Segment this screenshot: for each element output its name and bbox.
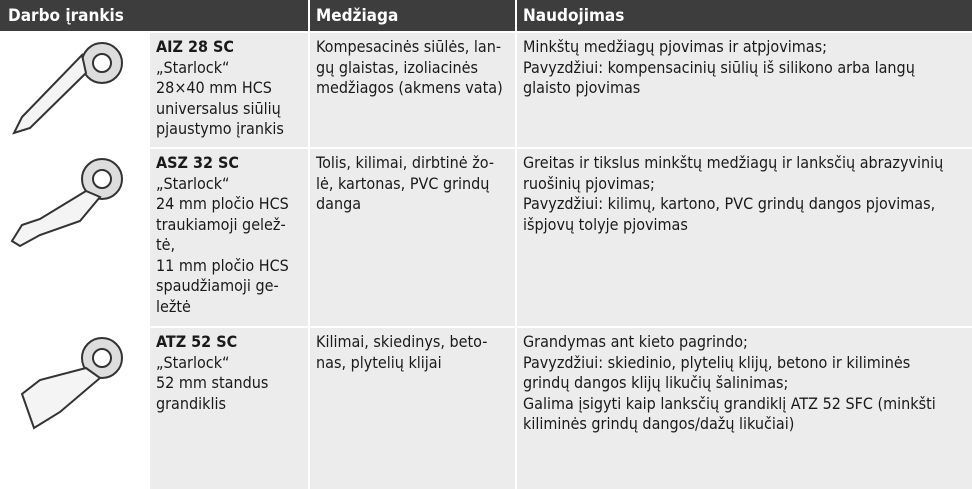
- material-text: gų glaistas, izoliacinės: [316, 57, 478, 77]
- tool-description: 28×40 mm HCS: [156, 78, 272, 97]
- tool-description: 52 mm standus: [156, 373, 269, 392]
- tool-description: 11 mm pločio HCS: [156, 255, 289, 275]
- material-cell: Kilimai, skiedinys, beto-nas, plytelių k…: [310, 328, 515, 489]
- material-text: Kilimai, skiedinys, beto-: [316, 332, 488, 351]
- tool-name: AIZ 28 SC: [156, 37, 234, 56]
- tool-name: ATZ 52 SC: [156, 332, 238, 351]
- tool-name: ASZ 32 SC: [156, 153, 239, 172]
- usage-cell: Greitas ir tikslus minkštų medžiagų ir l…: [517, 149, 972, 326]
- header-cell: [517, 0, 972, 31]
- material-text: lė, kartonas, PVC grindų: [316, 173, 490, 193]
- usage-cell: Minkštų medžiagų pjovimas ir atpjovimas;…: [517, 33, 972, 147]
- material-text: nas, plytelių klijai: [316, 352, 442, 372]
- tool-description: tė,: [156, 235, 176, 254]
- material-cell: Kompesacinės siūlės, lan-gų glaistas, iz…: [310, 33, 515, 147]
- usage-text: grindų dangos klijų likučių šalinimas;: [523, 373, 789, 392]
- tool-description: 24 mm pločio HCS: [156, 194, 289, 213]
- header-cell: [310, 0, 515, 31]
- tool-description: traukiamoji gelež-: [156, 214, 286, 234]
- tool-description: „Starlock“: [156, 352, 230, 372]
- usage-text: Grandymas ant kieto pagrindo;: [523, 332, 748, 351]
- tool-cell: ATZ 52 SC „Starlock“ 52 mm standus grandikl…: [150, 328, 308, 489]
- material-text: Kompesacinės siūlės, lan-: [316, 37, 502, 56]
- tool-cell: AIZ 28 SC „Starlock“ 28×40 mm HCS universal…: [150, 33, 308, 147]
- usage-text: Pavyzdžiui: kompensacinių siūlių iš sili…: [523, 57, 915, 77]
- tool-image: [12, 42, 123, 135]
- header-tool: Darbo įrankis: [8, 6, 124, 26]
- usage-text: Minkštų medžiagų pjovimas ir atpjovimas;: [523, 37, 827, 56]
- usage-text: išpjovų tolyje pjovimas: [523, 214, 688, 234]
- tool-description: „Starlock“: [156, 173, 230, 193]
- tool-description: „Starlock“: [156, 57, 230, 77]
- usage-text: glaisto pjovimas: [523, 78, 641, 97]
- usage-text: ruošinių pjovimas;: [523, 173, 655, 193]
- usage-text: Pavyzdžiui: skiedinio, plytelių klijų, b…: [523, 352, 911, 372]
- header-cell: [0, 0, 308, 31]
- usage-text: Pavyzdžiui: kilimų, kartono, PVC grindų …: [523, 194, 936, 213]
- tool-description: pjaustymo įrankis: [156, 119, 284, 138]
- tool-description: grandiklis: [156, 393, 226, 413]
- tool-image: [20, 337, 123, 430]
- material-text: Tolis, kilimai, dirbtinė žo-: [316, 153, 495, 172]
- material-cell: Tolis, kilimai, dirbtinė žo-lė, kartonas…: [310, 149, 515, 326]
- usage-text: Galima įsigyti kaip lanksčių grandiklį A…: [523, 393, 936, 413]
- material-text: danga: [316, 194, 362, 213]
- material-text: medžiagos (akmens vata): [316, 78, 503, 97]
- header-usage: Naudojimas: [523, 6, 625, 26]
- tool-description: universalus siūlių: [156, 98, 281, 118]
- usage-text: Greitas ir tikslus minkštų medžiagų ir l…: [523, 153, 944, 172]
- usage-text: kiliminės grindų dangos/dažų likučiai): [523, 414, 795, 433]
- tool-image: [10, 158, 123, 248]
- tool-cell: ASZ 32 SC „Starlock“ 24 mm pločio HCS trauk…: [150, 149, 308, 326]
- tool-description: ležtė: [156, 296, 191, 316]
- tool-description: spaudžiamoji ge-: [156, 276, 279, 295]
- usage-cell: Grandymas ant kieto pagrindo; Pavyzdžiui:…: [517, 328, 972, 489]
- header-material: Medžiaga: [316, 6, 399, 26]
